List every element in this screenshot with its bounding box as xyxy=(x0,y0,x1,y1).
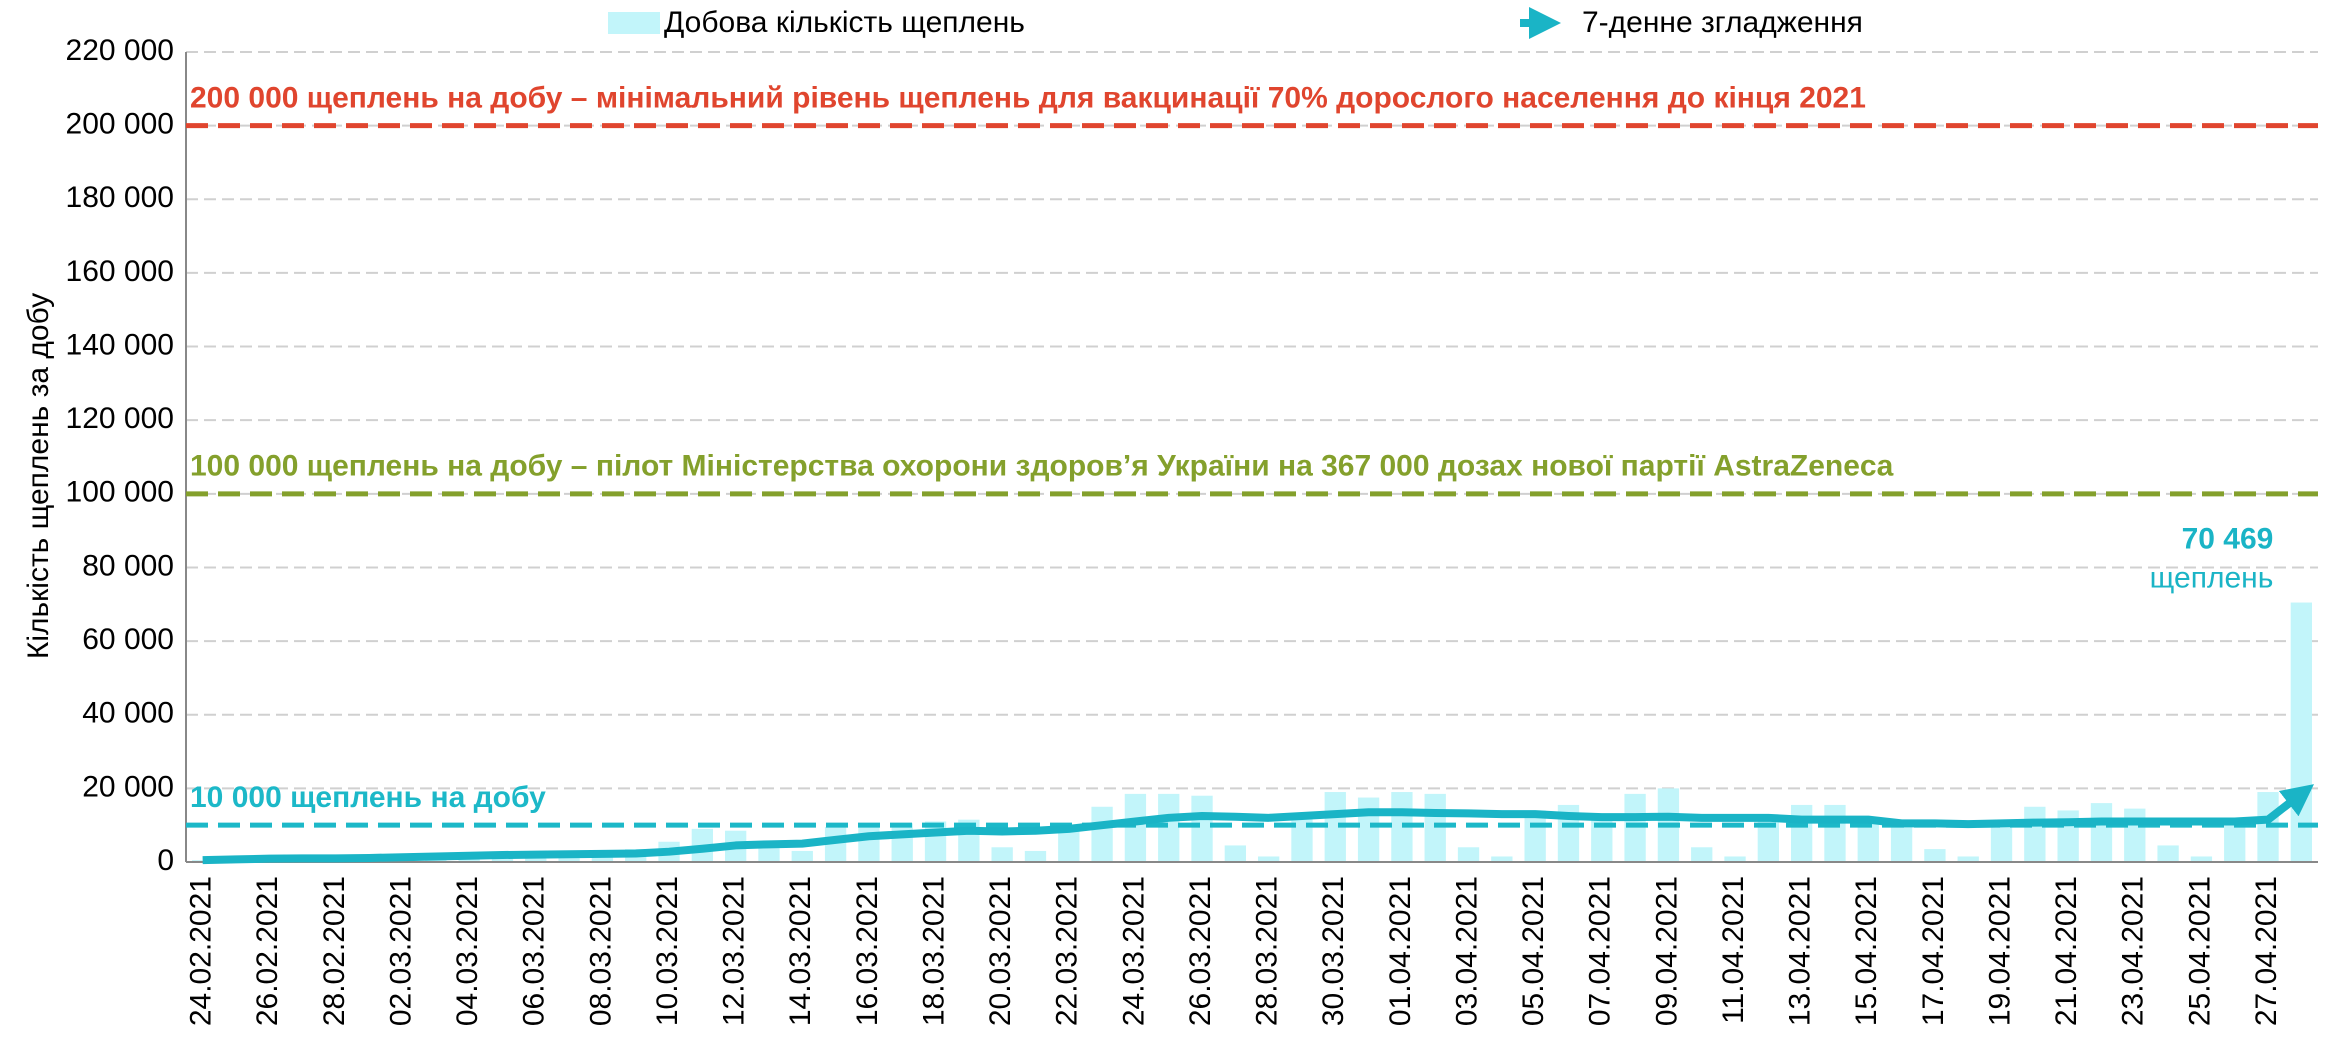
x-tick-label: 30.03.2021 xyxy=(1317,876,1350,1026)
y-tick-label: 40 000 xyxy=(82,697,174,730)
bar xyxy=(2190,856,2213,862)
x-tick-label: 02.03.2021 xyxy=(384,876,417,1026)
x-tick-label: 17.04.2021 xyxy=(1917,876,1950,1026)
x-tick-label: 20.03.2021 xyxy=(984,876,1017,1026)
bar xyxy=(1757,817,1780,862)
bar xyxy=(1790,804,1813,862)
bar xyxy=(1824,804,1846,862)
bar xyxy=(891,823,913,862)
bar xyxy=(791,850,813,862)
x-tick-label: 12.03.2021 xyxy=(718,876,751,1026)
bar xyxy=(1591,817,1613,862)
bar xyxy=(1890,825,1913,862)
bar xyxy=(1491,856,1513,862)
x-tick-label: 22.03.2021 xyxy=(1051,876,1084,1026)
y-axis-label: Кількість щеплень за добу xyxy=(22,293,55,659)
y-tick-label: 0 xyxy=(157,844,174,877)
x-tick-label: 09.04.2021 xyxy=(1650,876,1683,1026)
y-tick-label: 100 000 xyxy=(66,476,174,509)
bar xyxy=(1457,847,1480,862)
x-tick-label: 15.04.2021 xyxy=(1850,876,1883,1026)
bar xyxy=(1024,850,1047,862)
y-tick-label: 200 000 xyxy=(66,108,174,141)
bar xyxy=(1324,792,1346,862)
x-tick-label: 24.02.2021 xyxy=(185,876,218,1026)
bar xyxy=(558,856,580,862)
bar xyxy=(858,825,880,862)
x-tick-label: 24.03.2021 xyxy=(1117,876,1150,1026)
bar xyxy=(1291,814,1313,862)
y-tick-label: 220 000 xyxy=(66,34,174,67)
annotation: щеплень xyxy=(2150,561,2274,594)
bar xyxy=(1691,847,1713,862)
bar xyxy=(2024,806,2046,862)
legend-label: Добова кількість щеплень xyxy=(664,6,1025,39)
bar xyxy=(1158,793,1180,862)
x-tick-label: 25.04.2021 xyxy=(2183,876,2216,1026)
x-tick-label: 18.03.2021 xyxy=(917,876,950,1026)
x-tick-label: 23.04.2021 xyxy=(2117,876,2150,1026)
y-tick-label: 20 000 xyxy=(82,770,174,803)
x-tick-label: 26.02.2021 xyxy=(251,876,284,1026)
bar xyxy=(991,847,1013,862)
bar xyxy=(1124,793,1147,862)
bar xyxy=(1724,856,1746,862)
bar xyxy=(1857,817,1879,862)
x-tick-label: 13.04.2021 xyxy=(1784,876,1817,1026)
reference-label: 10 000 щеплень на добу xyxy=(190,781,546,814)
y-tick-label: 180 000 xyxy=(66,181,174,214)
x-tick-label: 06.03.2021 xyxy=(518,876,551,1026)
x-tick-label: 19.04.2021 xyxy=(1983,876,2016,1026)
x-tick-label: 21.04.2021 xyxy=(2050,876,2083,1026)
y-tick-label: 120 000 xyxy=(66,402,174,435)
bar xyxy=(1224,845,1247,862)
bar xyxy=(1990,821,2013,862)
bar xyxy=(1624,793,1646,862)
x-tick-label: 03.04.2021 xyxy=(1450,876,1483,1026)
bar xyxy=(1058,825,1080,862)
y-tick-label: 80 000 xyxy=(82,549,174,582)
x-tick-label: 16.03.2021 xyxy=(851,876,884,1026)
bar xyxy=(1257,856,1280,862)
x-tick-label: 01.04.2021 xyxy=(1384,876,1417,1026)
x-tick-label: 27.04.2021 xyxy=(2250,876,2283,1026)
bar xyxy=(1091,806,1113,862)
x-tick-label: 10.03.2021 xyxy=(651,876,684,1026)
x-tick-label: 08.03.2021 xyxy=(584,876,617,1026)
bar xyxy=(1191,795,1213,862)
reference-label: 100 000 щеплень на добу – пілот Міністер… xyxy=(190,450,1894,483)
bar xyxy=(1424,793,1446,862)
reference-label: 200 000 щеплень на добу – мінімальний рі… xyxy=(190,82,1866,115)
bar xyxy=(1357,797,1380,862)
y-tick-label: 160 000 xyxy=(66,255,174,288)
x-tick-label: 14.03.2021 xyxy=(784,876,817,1026)
bar xyxy=(2157,845,2179,862)
bar xyxy=(2090,803,2113,862)
bar xyxy=(2124,808,2146,862)
value-label: 70 469 xyxy=(2182,522,2274,555)
bar xyxy=(1957,856,1979,862)
y-tick-label: 60 000 xyxy=(82,623,174,656)
legend-swatch xyxy=(608,12,660,34)
x-tick-label: 26.03.2021 xyxy=(1184,876,1217,1026)
legend-label: 7-денне згладження xyxy=(1582,6,1863,39)
x-tick-label: 28.02.2021 xyxy=(318,876,351,1026)
smoothing-line xyxy=(202,784,2314,865)
x-tick-label: 07.04.2021 xyxy=(1584,876,1617,1026)
y-tick-label: 140 000 xyxy=(66,328,174,361)
x-tick-label: 28.03.2021 xyxy=(1251,876,1284,1026)
bar xyxy=(2224,825,2246,862)
x-tick-label: 05.04.2021 xyxy=(1517,876,1550,1026)
x-tick-label: 04.03.2021 xyxy=(451,876,484,1026)
x-tick-label: 11.04.2021 xyxy=(1717,876,1750,1024)
bar xyxy=(1924,849,1946,862)
bar xyxy=(758,847,780,862)
